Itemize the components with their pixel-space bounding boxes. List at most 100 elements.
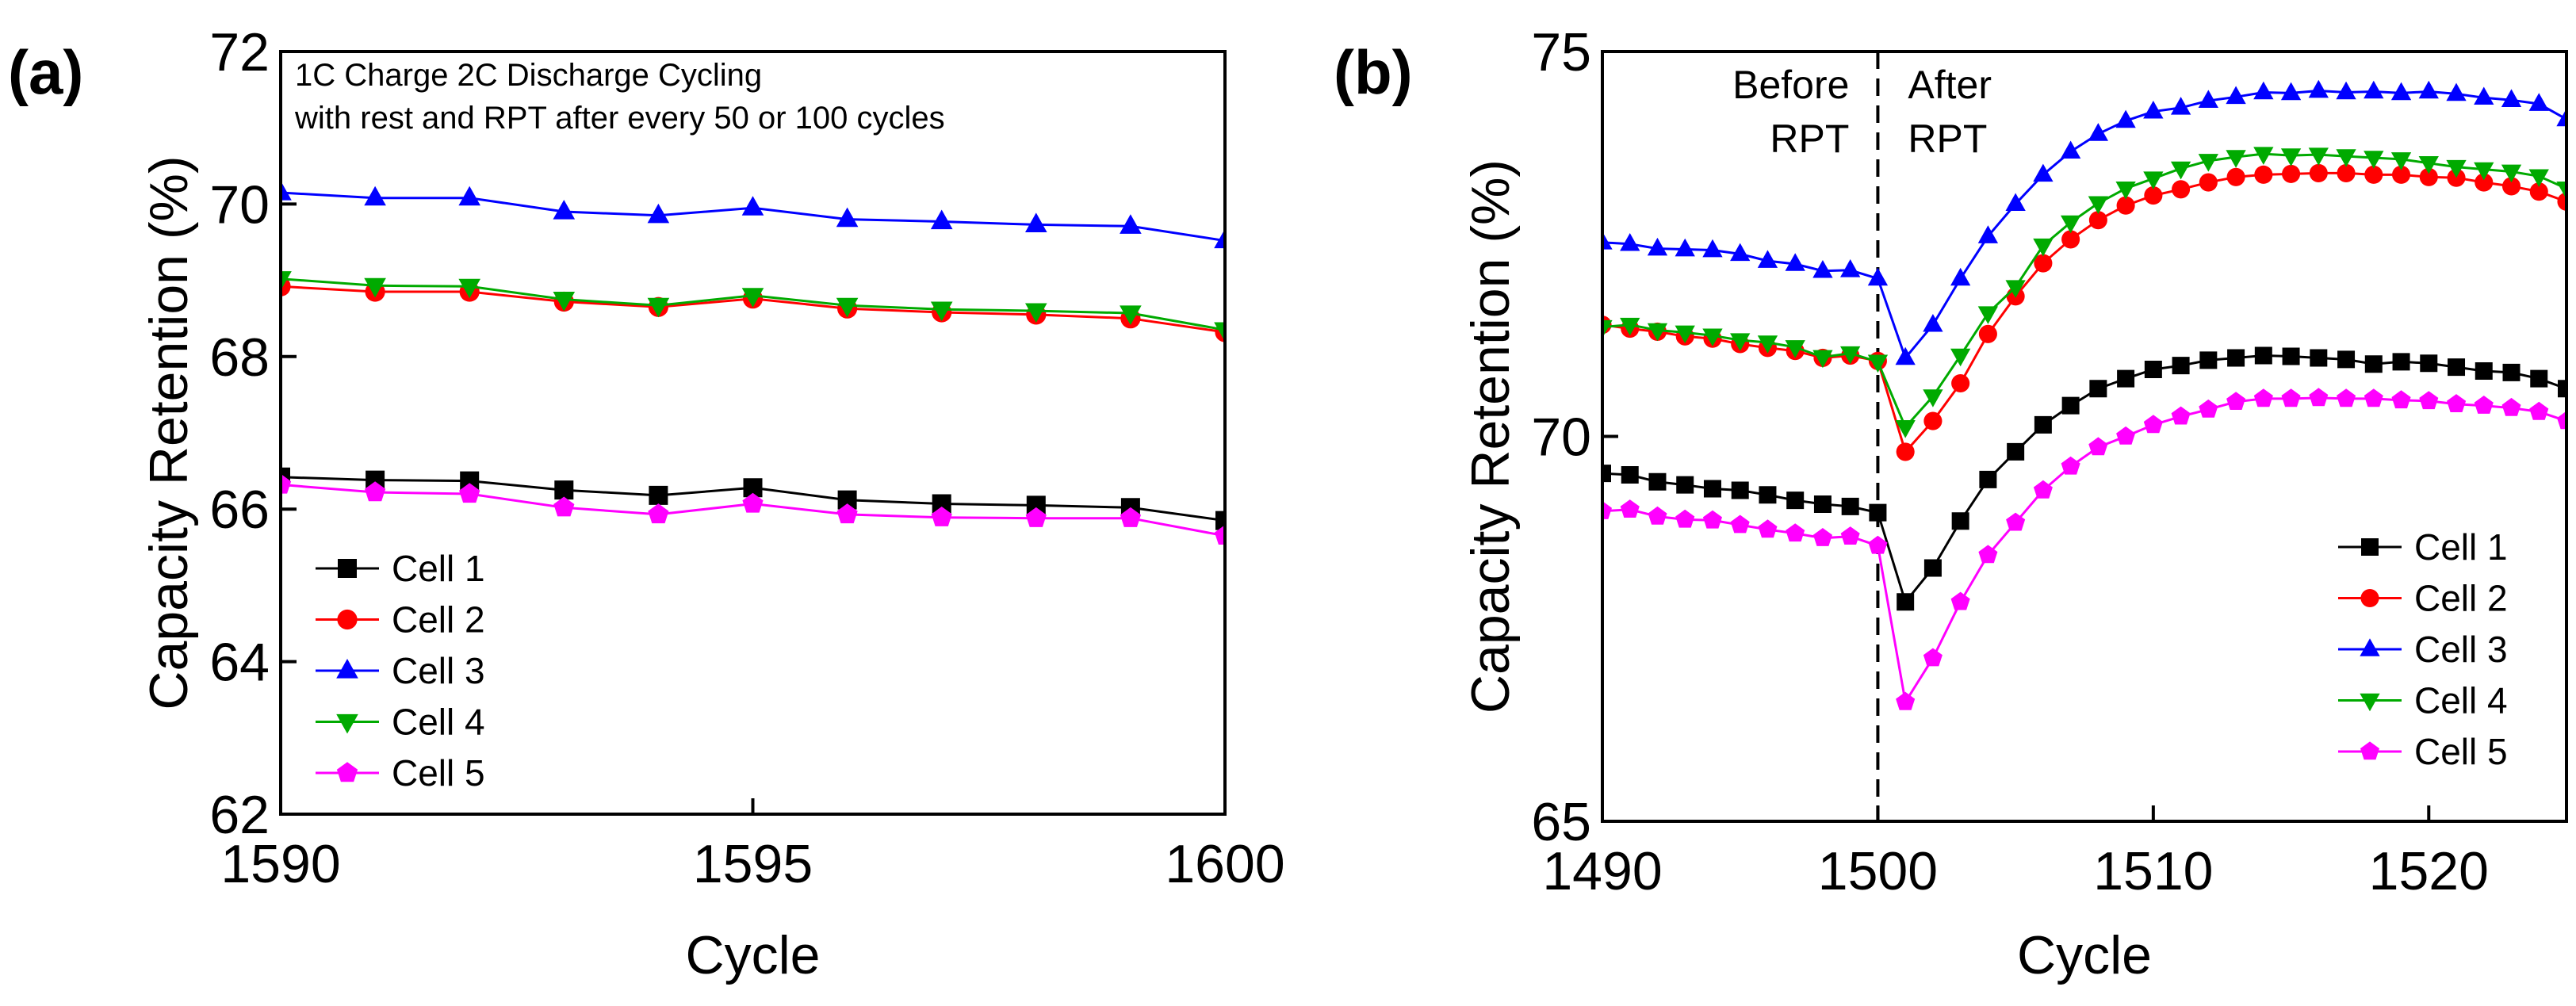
data-point-cell-4: [741, 288, 764, 308]
data-point-cell-3: [2336, 81, 2356, 100]
after-rpt-label-2: RPT: [1908, 117, 1987, 161]
data-point-cell-5: [2171, 406, 2191, 425]
data-point-cell-4: [2115, 182, 2136, 200]
data-point-cell-4: [364, 277, 386, 298]
data-point-cell-2: [2557, 192, 2566, 211]
data-point-cell-4: [1895, 420, 1916, 438]
data-point-cell-5: [1620, 499, 1640, 518]
data-point-cell-5: [1702, 510, 1722, 529]
data-point-cell-1: [2007, 442, 2025, 461]
data-point-cell-3: [2528, 93, 2549, 111]
data-point-cell-4: [1620, 317, 1640, 336]
data-point-cell-2: [2034, 254, 2053, 273]
data-point-cell-2: [1951, 373, 1970, 393]
data-point-cell-1: [1731, 481, 1749, 499]
data-point-cell-3: [1812, 259, 1833, 278]
data-point-cell-5: [1730, 514, 1750, 534]
data-point-cell-4: [2226, 150, 2246, 168]
data-point-cell-1: [2144, 361, 2162, 379]
data-point-cell-1: [2034, 415, 2052, 434]
data-point-cell-3: [1867, 267, 1889, 286]
data-point-cell-5: [281, 473, 292, 494]
data-point-cell-4: [2170, 161, 2191, 180]
data-point-cell-4: [2556, 182, 2566, 200]
data-point-cell-3: [1602, 231, 1613, 250]
data-point-cell-4: [458, 278, 480, 299]
data-point-cell-2: [1978, 324, 1997, 343]
legend-marker-cell-3: [336, 659, 358, 679]
data-point-cell-3: [2308, 79, 2329, 98]
legend-marker-cell-1: [338, 559, 357, 578]
data-point-cell-5: [2253, 388, 2273, 407]
data-point-cell-4: [1214, 322, 1225, 342]
data-point-cell-5: [1214, 525, 1225, 545]
data-point-cell-5: [2474, 396, 2494, 414]
data-point-cell-4: [1647, 323, 1668, 342]
legend-marker-cell-2: [337, 609, 358, 630]
y-tick-label-a: 64: [209, 633, 270, 693]
legend-marker-cell-1: [2361, 538, 2379, 556]
data-point-cell-5: [836, 503, 858, 524]
data-point-cell-5: [2447, 394, 2467, 412]
y-tick-label-a: 68: [209, 327, 270, 388]
data-point-cell-4: [2364, 151, 2384, 169]
data-point-cell-5: [1120, 507, 1141, 527]
data-point-cell-1: [2475, 361, 2493, 380]
data-point-cell-5: [1758, 519, 1778, 538]
data-point-cell-1: [932, 494, 951, 514]
data-point-cell-3: [2474, 86, 2494, 105]
data-point-cell-4: [2005, 280, 2026, 298]
legend-marker-cell-4: [336, 713, 358, 734]
data-point-cell-5: [2337, 388, 2356, 407]
legend-label-cell-2: Cell 2: [392, 599, 485, 641]
legend-label-cell-4: Cell 4: [392, 702, 485, 743]
data-point-cell-3: [281, 180, 292, 201]
data-point-cell-5: [2199, 399, 2218, 418]
data-point-cell-3: [2170, 97, 2191, 115]
panel-b: (b) 65 70 75 1490 1500 1510 1520 Cycle Capacity R…: [1334, 22, 2568, 985]
data-point-cell-3: [930, 209, 953, 230]
data-point-cell-2: [2475, 173, 2494, 192]
data-point-cell-3: [1895, 346, 1916, 365]
series-cell-3-a: [281, 180, 1225, 249]
data-point-cell-5: [459, 483, 480, 503]
data-point-cell-1: [2448, 358, 2466, 377]
data-point-cell-3: [2143, 100, 2164, 119]
x-tick-label-a: 1600: [1165, 834, 1284, 894]
data-point-cell-1: [837, 490, 857, 510]
data-point-cell-3: [1025, 212, 1047, 232]
data-point-cell-3: [458, 186, 480, 206]
data-point-cell-1: [2172, 357, 2190, 375]
legend-label-cell-3: Cell 3: [392, 650, 485, 691]
y-tick-label-b: 75: [1531, 22, 1591, 82]
data-point-cell-3: [1950, 267, 1971, 286]
data-point-cell-3: [1120, 214, 1142, 234]
data-point-cell-1: [1813, 495, 1832, 513]
legend-label-cell-4: Cell 4: [2414, 680, 2508, 721]
legend-marker-cell-5: [336, 762, 358, 782]
data-point-cell-5: [2419, 391, 2439, 410]
data-point-cell-2: [2391, 165, 2411, 184]
panel-label-b: (b): [1334, 37, 1413, 107]
data-point-cell-3: [553, 200, 576, 220]
data-point-cell-1: [2117, 369, 2135, 388]
x-axis-label-a: Cycle: [685, 925, 820, 985]
data-point-cell-4: [1923, 389, 1943, 407]
series-cell-3-b: [1602, 79, 2566, 365]
data-point-cell-1: [2254, 346, 2272, 365]
data-point-cell-1: [1602, 465, 1611, 483]
data-point-cell-2: [2529, 182, 2548, 201]
data-point-cell-2: [2309, 163, 2328, 182]
data-point-cell-3: [2115, 109, 2136, 128]
data-point-cell-4: [2528, 169, 2549, 188]
x-tick-label-a: 1590: [220, 834, 340, 894]
before-rpt-label-2: RPT: [1770, 117, 1849, 161]
data-point-cell-4: [2474, 162, 2494, 181]
data-point-cell-4: [553, 292, 576, 312]
x-tick-label-b: 1520: [2369, 841, 2489, 901]
data-point-cell-4: [1675, 325, 1695, 344]
legend-label-cell-5: Cell 5: [392, 752, 485, 794]
data-point-cell-5: [1923, 648, 1943, 667]
data-point-cell-5: [1786, 523, 1805, 542]
